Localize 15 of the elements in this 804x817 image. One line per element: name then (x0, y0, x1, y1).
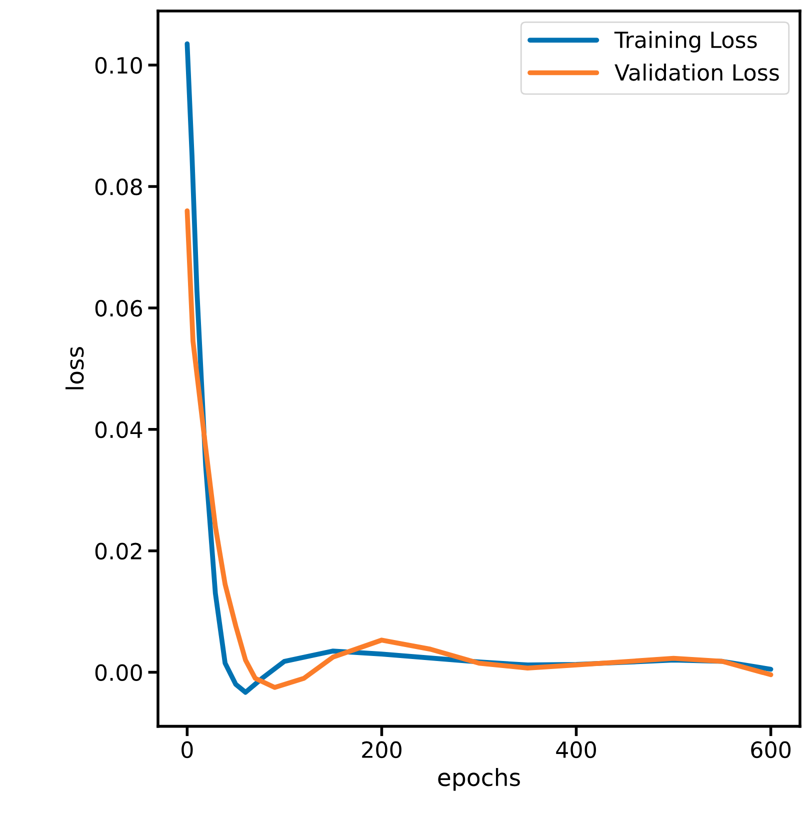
legend-label: Validation Loss (614, 64, 779, 81)
y-tick-label: 0.08 (95, 178, 142, 196)
x-tick-label: 600 (751, 741, 791, 758)
legend-label: Training Loss (614, 31, 757, 53)
y-tick-label: 0.04 (95, 421, 142, 438)
y-axis-title: loss (66, 347, 84, 390)
x-axis-title: epochs (438, 768, 520, 791)
y-tick-label: 0.00 (95, 664, 142, 682)
y-tick-label: 0.06 (95, 300, 142, 317)
y-tick-label: 0.10 (95, 57, 142, 74)
y-tick-label: 0.02 (95, 542, 142, 560)
x-tick-label: 200 (362, 741, 402, 758)
x-tick-label: 400 (556, 741, 596, 758)
x-tick-label: 0 (182, 741, 193, 758)
line-series (184, 208, 774, 690)
